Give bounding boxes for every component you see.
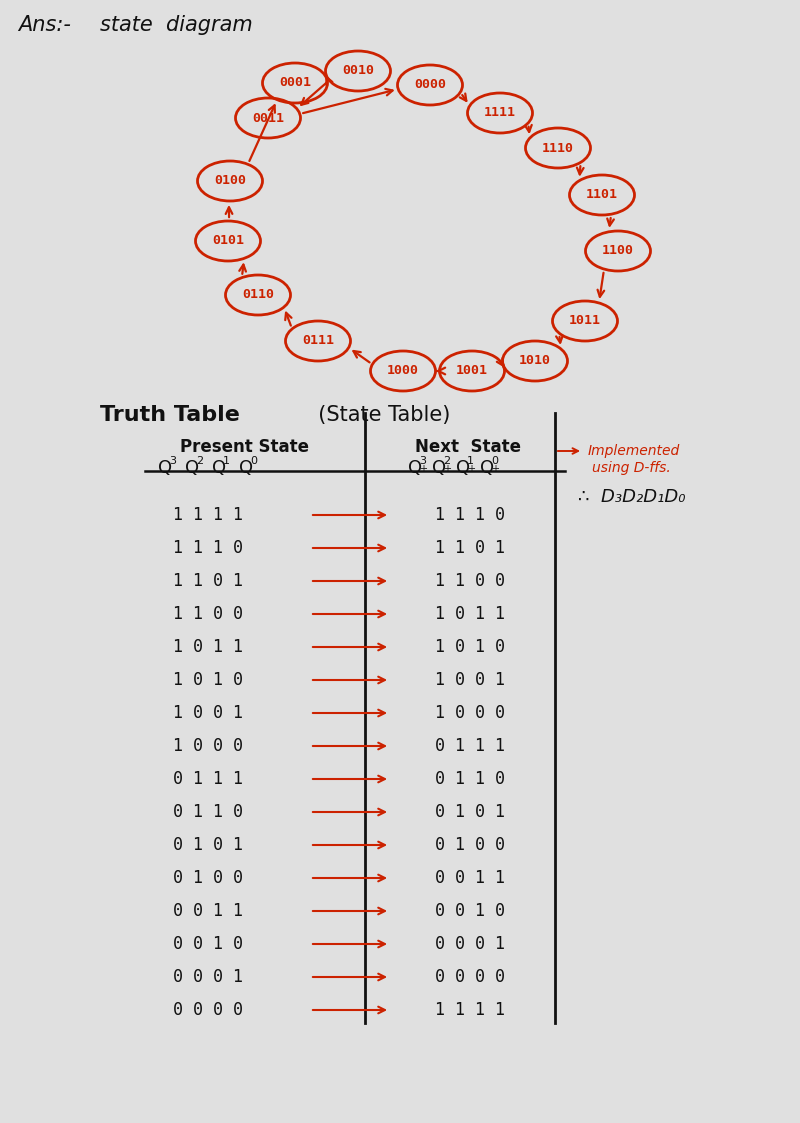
Text: Q: Q [480, 459, 494, 477]
Text: 1 0 1 0: 1 0 1 0 [173, 672, 243, 690]
Text: Q: Q [456, 459, 470, 477]
Text: 1 0 1 1: 1 0 1 1 [435, 605, 505, 623]
Text: 0 1 1 0: 0 1 1 0 [435, 770, 505, 788]
Text: 0: 0 [250, 456, 257, 466]
Text: 3: 3 [169, 456, 176, 466]
Text: 1011: 1011 [569, 314, 601, 328]
Text: 1101: 1101 [586, 189, 618, 201]
Text: 0011: 0011 [252, 111, 284, 125]
Text: Q: Q [212, 459, 226, 477]
Text: 1 1 1 0: 1 1 1 0 [435, 506, 505, 524]
Text: 1001: 1001 [456, 365, 488, 377]
Text: 0 1 0 0: 0 1 0 0 [435, 836, 505, 853]
Text: 1 1 1 1: 1 1 1 1 [173, 506, 243, 524]
Text: Present State: Present State [180, 438, 309, 456]
Text: 1 0 1 1: 1 0 1 1 [173, 638, 243, 656]
Text: 0 1 1 1: 0 1 1 1 [173, 770, 243, 788]
Text: 0111: 0111 [302, 335, 334, 347]
Text: 3: 3 [419, 456, 426, 466]
Text: +: + [467, 464, 475, 474]
Text: 1010: 1010 [519, 355, 551, 367]
Text: 0110: 0110 [242, 289, 274, 301]
Text: 0010: 0010 [342, 64, 374, 77]
Text: using D-ffs.: using D-ffs. [592, 462, 670, 475]
Text: 2: 2 [196, 456, 203, 466]
Text: 0 1 0 1: 0 1 0 1 [173, 836, 243, 853]
Text: Q: Q [185, 459, 199, 477]
Text: 0 0 0 0: 0 0 0 0 [435, 968, 505, 986]
Text: 0 1 1 1: 0 1 1 1 [435, 737, 505, 755]
Text: 0: 0 [491, 456, 498, 466]
Text: 1 0 0 1: 1 0 0 1 [435, 672, 505, 690]
Text: 1 1 1 0: 1 1 1 0 [173, 539, 243, 557]
Text: 0 0 1 0: 0 0 1 0 [173, 935, 243, 953]
Text: 1 0 0 0: 1 0 0 0 [173, 737, 243, 755]
Text: 0 0 1 1: 0 0 1 1 [435, 869, 505, 887]
Text: 1 0 1 0: 1 0 1 0 [435, 638, 505, 656]
Text: +: + [419, 464, 427, 474]
Text: 1100: 1100 [602, 245, 634, 257]
Text: 1 1 0 0: 1 1 0 0 [435, 572, 505, 590]
Text: Truth Table: Truth Table [100, 405, 240, 424]
Text: 0 0 0 0: 0 0 0 0 [173, 1001, 243, 1019]
Text: Implemented: Implemented [588, 444, 680, 458]
Text: state  diagram: state diagram [100, 15, 253, 35]
Text: 0101: 0101 [212, 235, 244, 247]
Text: 0 0 1 0: 0 0 1 0 [435, 902, 505, 920]
Text: 0100: 0100 [214, 174, 246, 188]
Text: 1 1 1 1: 1 1 1 1 [435, 1001, 505, 1019]
Text: 2: 2 [443, 456, 450, 466]
Text: 0001: 0001 [279, 76, 311, 90]
Text: (State Table): (State Table) [305, 405, 450, 424]
Text: 1110: 1110 [542, 141, 574, 155]
Text: 1 1 0 1: 1 1 0 1 [173, 572, 243, 590]
Text: Next  State: Next State [415, 438, 521, 456]
Text: +: + [491, 464, 499, 474]
Text: +: + [443, 464, 451, 474]
Text: 1111: 1111 [484, 107, 516, 119]
Text: 1 0 0 0: 1 0 0 0 [435, 704, 505, 722]
Text: 1: 1 [223, 456, 230, 466]
Text: 1000: 1000 [387, 365, 419, 377]
Text: ∴  D₃D₂D₁D₀: ∴ D₃D₂D₁D₀ [578, 489, 686, 506]
Text: 1 1 0 1: 1 1 0 1 [435, 539, 505, 557]
Text: 1: 1 [467, 456, 474, 466]
Text: Q: Q [432, 459, 446, 477]
Text: Q: Q [239, 459, 253, 477]
Text: 0 0 0 1: 0 0 0 1 [173, 968, 243, 986]
Text: Q: Q [408, 459, 422, 477]
Text: 0 1 0 0: 0 1 0 0 [173, 869, 243, 887]
Text: 1 0 0 1: 1 0 0 1 [173, 704, 243, 722]
Text: 0 0 0 1: 0 0 0 1 [435, 935, 505, 953]
Text: 0 1 0 1: 0 1 0 1 [435, 803, 505, 821]
Text: Ans:-: Ans:- [18, 15, 71, 35]
Text: Q: Q [158, 459, 172, 477]
Text: 1 1 0 0: 1 1 0 0 [173, 605, 243, 623]
Text: 0000: 0000 [414, 79, 446, 91]
Text: 0 1 1 0: 0 1 1 0 [173, 803, 243, 821]
Text: 0 0 1 1: 0 0 1 1 [173, 902, 243, 920]
